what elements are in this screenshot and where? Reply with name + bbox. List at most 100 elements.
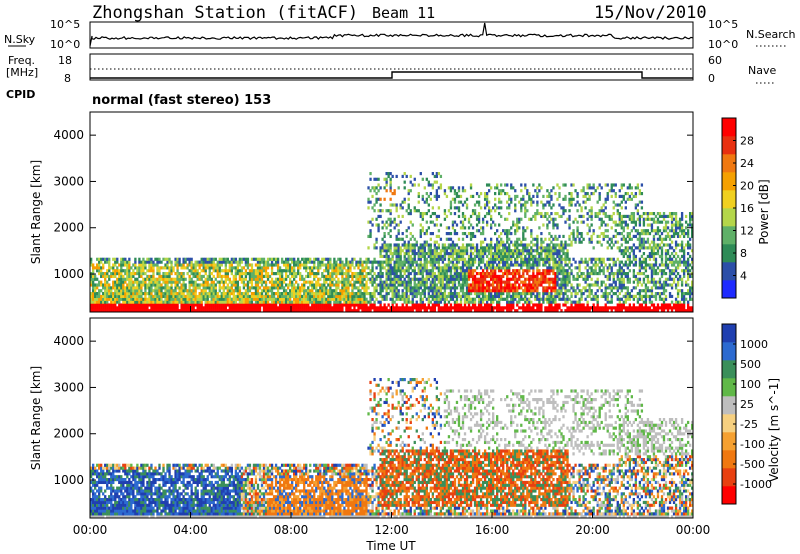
data-cell <box>477 309 481 313</box>
data-cell <box>427 300 430 304</box>
data-cell <box>479 274 483 279</box>
data-cell <box>106 303 109 307</box>
data-cell <box>371 223 374 227</box>
data-cell <box>564 263 567 267</box>
data-cell <box>502 254 505 259</box>
data-cell <box>453 200 457 204</box>
data-cell <box>323 286 326 290</box>
data-cell <box>598 286 601 290</box>
data-cell <box>254 269 258 273</box>
data-cell <box>301 289 304 293</box>
data-cell <box>522 283 525 287</box>
data-cell <box>331 289 334 293</box>
data-cell <box>301 300 304 304</box>
data-cell <box>284 283 288 287</box>
data-cell <box>526 252 529 256</box>
data-cell <box>413 294 416 299</box>
data-cell <box>383 283 386 287</box>
data-cell <box>457 257 461 261</box>
data-cell <box>232 277 236 281</box>
data-cell <box>160 309 163 313</box>
data-cell <box>544 306 547 310</box>
data-cell <box>552 283 555 287</box>
data-cell <box>556 254 559 259</box>
data-cell <box>150 309 153 313</box>
data-cell <box>359 283 362 287</box>
data-cell <box>540 277 543 281</box>
data-cell <box>586 223 589 227</box>
data-cell <box>457 303 461 307</box>
data-cell <box>481 306 485 310</box>
data-cell <box>473 257 477 261</box>
data-cell <box>439 300 443 304</box>
data-cell <box>459 200 463 204</box>
data-cell <box>224 303 227 307</box>
data-cell <box>481 297 485 301</box>
data-cell <box>297 289 300 293</box>
data-cell <box>222 274 225 279</box>
data-cell <box>570 263 573 267</box>
data-cell <box>534 309 537 313</box>
data-cell <box>564 303 567 307</box>
data-cell <box>220 257 223 261</box>
data-cell <box>262 257 266 261</box>
data-cell <box>112 257 115 261</box>
data-cell <box>413 292 416 296</box>
data-cell <box>459 277 463 281</box>
data-cell <box>202 257 205 261</box>
data-cell <box>124 309 127 313</box>
data-cell <box>542 292 545 296</box>
data-cell <box>538 260 541 264</box>
data-cell <box>419 260 422 264</box>
data-cell <box>421 266 424 270</box>
data-cell <box>588 292 591 296</box>
data-cell <box>586 309 589 313</box>
data-cell <box>435 277 439 281</box>
data-cell <box>568 197 571 201</box>
data-cell <box>385 226 388 230</box>
data-cell <box>293 277 296 281</box>
data-cell <box>134 257 137 261</box>
data-cell <box>351 286 354 290</box>
data-cell <box>548 294 551 299</box>
data-cell <box>110 300 113 304</box>
data-cell <box>347 306 350 310</box>
data-cell <box>508 263 511 267</box>
data-cell <box>114 274 117 279</box>
data-cell <box>170 283 173 287</box>
data-cell <box>532 254 535 259</box>
data-cell <box>152 274 155 279</box>
data-cell <box>280 297 284 301</box>
data-cell <box>317 263 320 267</box>
data-cell <box>483 294 487 299</box>
data-cell <box>477 283 481 287</box>
data-cell <box>566 249 569 253</box>
data-cell <box>524 229 527 233</box>
data-cell <box>264 286 268 290</box>
data-cell <box>240 280 244 284</box>
data-cell <box>395 260 398 264</box>
data-cell <box>536 297 539 301</box>
data-cell <box>536 289 539 293</box>
data-cell <box>168 280 171 284</box>
data-cell <box>359 263 362 267</box>
data-cell <box>391 283 394 287</box>
data-cell <box>524 294 527 299</box>
data-cell <box>176 292 179 296</box>
data-cell <box>162 309 165 313</box>
data-cell <box>572 257 575 261</box>
data-cell <box>379 266 382 270</box>
data-cell <box>250 269 254 273</box>
data-cell <box>224 309 227 313</box>
data-cell <box>518 226 521 230</box>
data-cell <box>512 220 515 224</box>
data-cell <box>345 289 348 293</box>
data-cell <box>524 243 527 247</box>
data-cell <box>568 223 571 227</box>
data-cell <box>576 266 579 270</box>
data-cell <box>576 220 579 224</box>
data-cell <box>329 309 332 313</box>
data-cell <box>522 303 525 307</box>
data-cell <box>228 292 231 296</box>
data-cell <box>451 186 455 190</box>
